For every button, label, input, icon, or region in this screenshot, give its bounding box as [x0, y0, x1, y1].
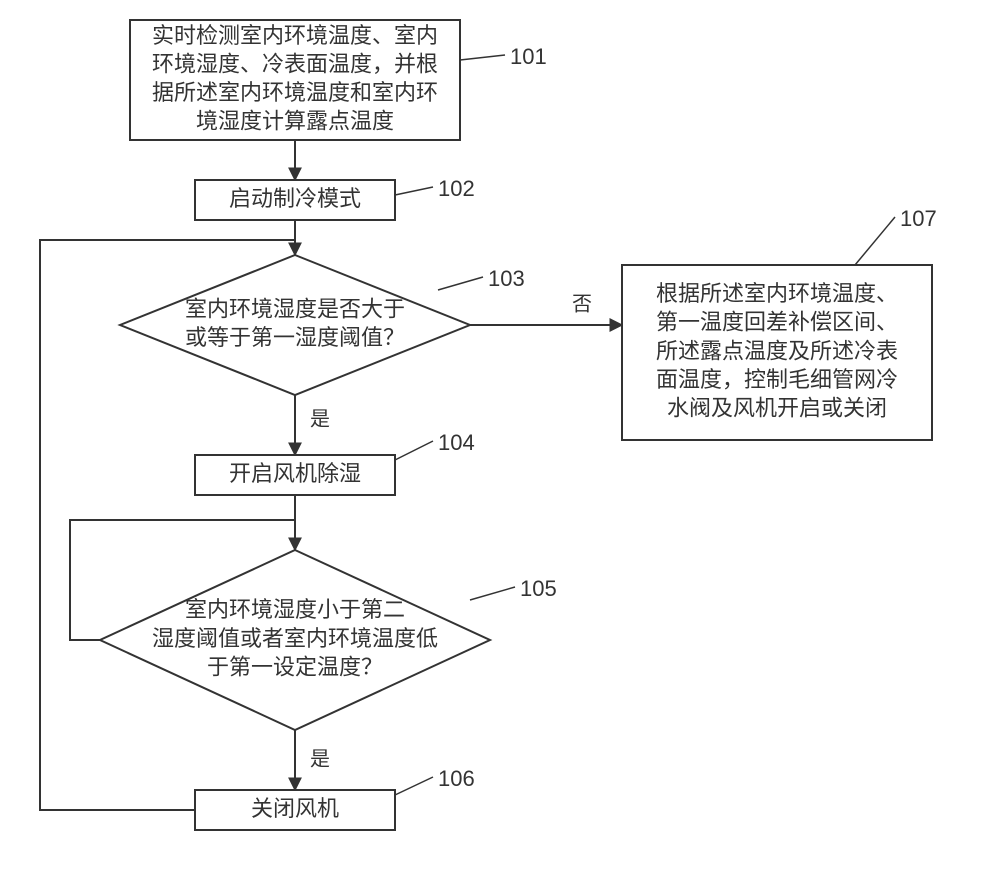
node-text: 据所述室内环境温度和室内环 [152, 80, 438, 105]
step-label: 103 [488, 266, 525, 291]
node-n106: 关闭风机 [195, 790, 395, 830]
node-text: 关闭风机 [251, 796, 339, 821]
leader-line [395, 777, 433, 795]
node-n101: 实时检测室内环境温度、室内环境湿度、冷表面温度，并根据所述室内环境温度和室内环境… [130, 20, 460, 140]
node-text: 室内环境湿度是否大于 [185, 297, 405, 322]
node-text: 开启风机除湿 [229, 461, 361, 486]
node-text: 环境湿度、冷表面温度，并根 [152, 52, 438, 77]
edge-label: 是 [310, 408, 330, 430]
step-label: 104 [438, 430, 475, 455]
edge-label: 否 [572, 293, 592, 315]
step-label: 107 [900, 206, 937, 231]
node-text: 启动制冷模式 [229, 186, 361, 211]
leader-line [395, 441, 433, 460]
node-text: 面温度，控制毛细管网冷 [656, 367, 898, 392]
leader-line [855, 217, 895, 265]
leader-line [438, 277, 483, 290]
step-label: 102 [438, 176, 475, 201]
node-text: 实时检测室内环境温度、室内 [152, 23, 438, 48]
leader-line [460, 55, 505, 60]
step-label: 101 [510, 44, 547, 69]
node-text: 第一温度回差补偿区间、 [656, 310, 898, 335]
step-label: 106 [438, 766, 475, 791]
node-text: 所述露点温度及所述冷表 [656, 338, 898, 363]
node-text: 根据所述室内环境温度、 [656, 281, 898, 306]
node-text: 室内环境湿度小于第二 [185, 597, 405, 622]
flowchart: 是是否 实时检测室内环境温度、室内环境湿度、冷表面温度，并根据所述室内环境温度和… [0, 0, 1000, 874]
node-n104: 开启风机除湿 [195, 455, 395, 495]
node-text: 水阀及风机开启或关闭 [667, 396, 887, 421]
node-text: 或等于第一湿度阈值？ [185, 325, 405, 350]
leader-line [470, 587, 515, 600]
node-n107: 根据所述室内环境温度、第一温度回差补偿区间、所述露点温度及所述冷表面温度，控制毛… [622, 265, 932, 440]
node-n103: 室内环境湿度是否大于或等于第一湿度阈值？ [120, 255, 470, 395]
edge-label: 是 [310, 748, 330, 770]
node-n105: 室内环境湿度小于第二湿度阈值或者室内环境温度低于第一设定温度？ [100, 550, 490, 730]
leader-line [395, 187, 433, 195]
node-text: 湿度阈值或者室内环境温度低 [152, 626, 438, 651]
step-label: 105 [520, 576, 557, 601]
node-n102: 启动制冷模式 [195, 180, 395, 220]
node-text: 于第一设定温度？ [207, 654, 383, 679]
node-text: 境湿度计算露点温度 [196, 109, 394, 134]
